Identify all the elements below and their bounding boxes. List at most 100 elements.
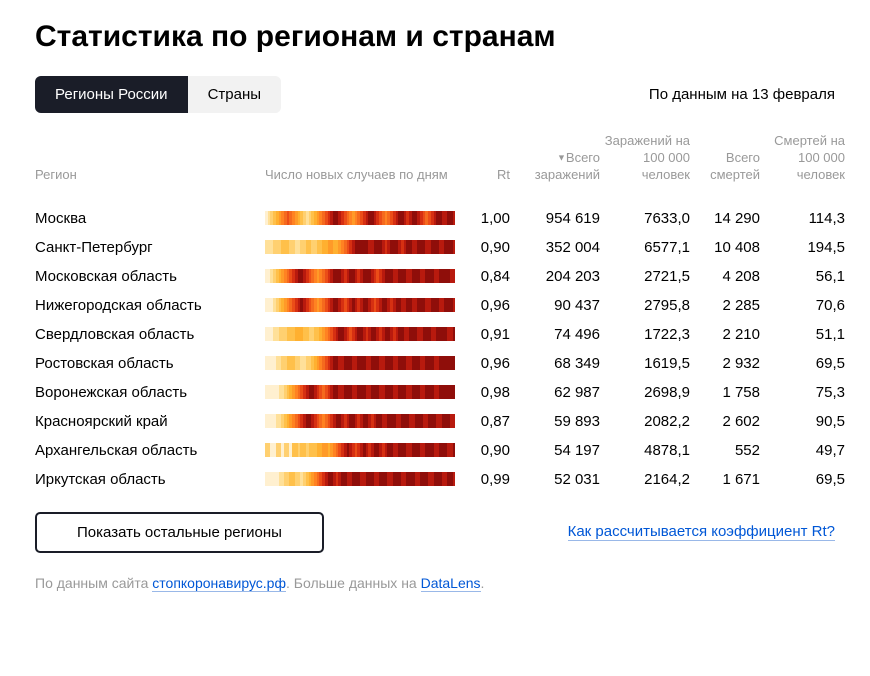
cell-rt: 0,87 xyxy=(465,413,510,430)
cell-per100k: 1619,5 xyxy=(600,355,690,372)
table-row[interactable]: Архангельская область 0,9054 1974878,1552… xyxy=(35,436,835,465)
table-row[interactable]: Санкт-Петербург0,90352 0046577,110 40819… xyxy=(35,233,835,262)
cell-rt: 0,84 xyxy=(465,268,510,285)
cell-rt: 0,90 xyxy=(465,442,510,459)
cell-total: 954 619 xyxy=(510,210,600,227)
table-row[interactable]: Московская область 0,84204 2032721,54 208… xyxy=(35,262,835,291)
cell-heatstrip xyxy=(265,443,465,457)
cell-region: Красноярский край xyxy=(35,413,265,430)
tab-countries[interactable]: Страны xyxy=(188,76,281,113)
cell-heatstrip xyxy=(265,472,465,486)
cell-total: 352 004 xyxy=(510,239,600,256)
heatstrip xyxy=(265,414,455,428)
cell-dper100k: 90,5 xyxy=(760,413,845,430)
source-link-1[interactable]: стопкоронавирус.рф xyxy=(152,575,286,592)
cell-dper100k: 51,1 xyxy=(760,326,845,343)
cell-region: Воронежская область xyxy=(35,384,265,401)
cell-rt: 0,98 xyxy=(465,384,510,401)
cell-dper100k: 70,6 xyxy=(760,297,845,314)
cell-per100k: 2721,5 xyxy=(600,268,690,285)
cell-region: Санкт-Петербург xyxy=(35,239,265,256)
col-total-deaths[interactable]: Всего смертей xyxy=(690,150,760,184)
stats-table: Регион Число новых случаев по дням Rt ▼В… xyxy=(35,133,835,494)
tab-regions[interactable]: Регионы России xyxy=(35,76,188,113)
cell-total: 54 197 xyxy=(510,442,600,459)
cell-dper100k: 69,5 xyxy=(760,471,845,488)
cell-dper100k: 194,5 xyxy=(760,239,845,256)
cell-per100k: 2698,9 xyxy=(600,384,690,401)
col-deaths-per-100k[interactable]: Смертей на 100 000 человек xyxy=(760,133,845,184)
cell-deaths: 4 208 xyxy=(690,268,760,285)
cell-heatstrip xyxy=(265,269,465,283)
cell-rt: 0,91 xyxy=(465,326,510,343)
cell-deaths: 1 758 xyxy=(690,384,760,401)
cell-total: 74 496 xyxy=(510,326,600,343)
tabs: Регионы России Страны xyxy=(35,76,281,113)
cell-region: Москва xyxy=(35,210,265,227)
cell-heatstrip xyxy=(265,298,465,312)
cell-heatstrip xyxy=(265,211,465,225)
cell-dper100k: 56,1 xyxy=(760,268,845,285)
col-region[interactable]: Регион xyxy=(35,167,265,184)
data-source: По данным сайта стопкоронавирус.рф. Боль… xyxy=(35,575,835,591)
cell-rt: 0,90 xyxy=(465,239,510,256)
cell-heatstrip xyxy=(265,327,465,341)
cell-deaths: 2 285 xyxy=(690,297,760,314)
table-row[interactable]: Ростовская область0,9668 3491619,52 9326… xyxy=(35,349,835,378)
cell-dper100k: 114,3 xyxy=(760,210,845,227)
cell-heatstrip xyxy=(265,385,465,399)
cell-deaths: 2 210 xyxy=(690,326,760,343)
cell-rt: 0,99 xyxy=(465,471,510,488)
cell-per100k: 4878,1 xyxy=(600,442,690,459)
cell-per100k: 6577,1 xyxy=(600,239,690,256)
table-row[interactable]: Воронежская область 0,9862 9872698,91 758… xyxy=(35,378,835,407)
heatstrip xyxy=(265,240,455,254)
date-info: По данным на 13 февраля xyxy=(649,86,835,103)
cell-region: Московская область xyxy=(35,268,265,285)
source-link-2[interactable]: DataLens xyxy=(421,575,481,592)
cell-deaths: 2 602 xyxy=(690,413,760,430)
cell-total: 52 031 xyxy=(510,471,600,488)
cell-rt: 0,96 xyxy=(465,297,510,314)
table-row[interactable]: Свердловская область 0,9174 4961722,32 21… xyxy=(35,320,835,349)
show-more-button[interactable]: Показать остальные регионы xyxy=(35,512,324,553)
cell-region: Свердловская область xyxy=(35,326,265,343)
col-rt[interactable]: Rt xyxy=(465,167,510,184)
rt-explanation-link[interactable]: Как рассчитывается коэффициент Rt? xyxy=(568,523,835,541)
col-total-infected[interactable]: ▼Всего заражений xyxy=(510,150,600,184)
table-row[interactable]: Иркутская область0,9952 0312164,21 67169… xyxy=(35,465,835,494)
page-title: Статистика по регионам и странам xyxy=(35,20,835,54)
cell-per100k: 2795,8 xyxy=(600,297,690,314)
table-header: Регион Число новых случаев по дням Rt ▼В… xyxy=(35,133,835,204)
sort-desc-icon: ▼ xyxy=(557,153,566,163)
col-cases-chart[interactable]: Число новых случаев по дням xyxy=(265,167,465,184)
cell-total: 204 203 xyxy=(510,268,600,285)
cell-deaths: 552 xyxy=(690,442,760,459)
cell-per100k: 2164,2 xyxy=(600,471,690,488)
cell-heatstrip xyxy=(265,414,465,428)
heatstrip xyxy=(265,327,455,341)
cell-region: Нижегородская область xyxy=(35,297,265,314)
heatstrip xyxy=(265,443,455,457)
cell-region: Иркутская область xyxy=(35,471,265,488)
cell-total: 68 349 xyxy=(510,355,600,372)
heatstrip xyxy=(265,472,455,486)
cell-total: 62 987 xyxy=(510,384,600,401)
cell-deaths: 1 671 xyxy=(690,471,760,488)
table-row[interactable]: Москва1,00954 6197633,014 290114,3 xyxy=(35,204,835,233)
cell-dper100k: 75,3 xyxy=(760,384,845,401)
cell-per100k: 2082,2 xyxy=(600,413,690,430)
footer-row: Показать остальные регионы Как рассчитыв… xyxy=(35,512,835,553)
heatstrip xyxy=(265,298,455,312)
cell-per100k: 7633,0 xyxy=(600,210,690,227)
cell-per100k: 1722,3 xyxy=(600,326,690,343)
col-infected-per-100k[interactable]: Заражений на 100 000 человек xyxy=(600,133,690,184)
cell-deaths: 10 408 xyxy=(690,239,760,256)
cell-region: Архангельская область xyxy=(35,442,265,459)
cell-dper100k: 49,7 xyxy=(760,442,845,459)
table-row[interactable]: Красноярский край0,8759 8932082,22 60290… xyxy=(35,407,835,436)
table-row[interactable]: Нижегородская область0,9690 4372795,82 2… xyxy=(35,291,835,320)
heatstrip xyxy=(265,356,455,370)
cell-dper100k: 69,5 xyxy=(760,355,845,372)
cell-heatstrip xyxy=(265,240,465,254)
